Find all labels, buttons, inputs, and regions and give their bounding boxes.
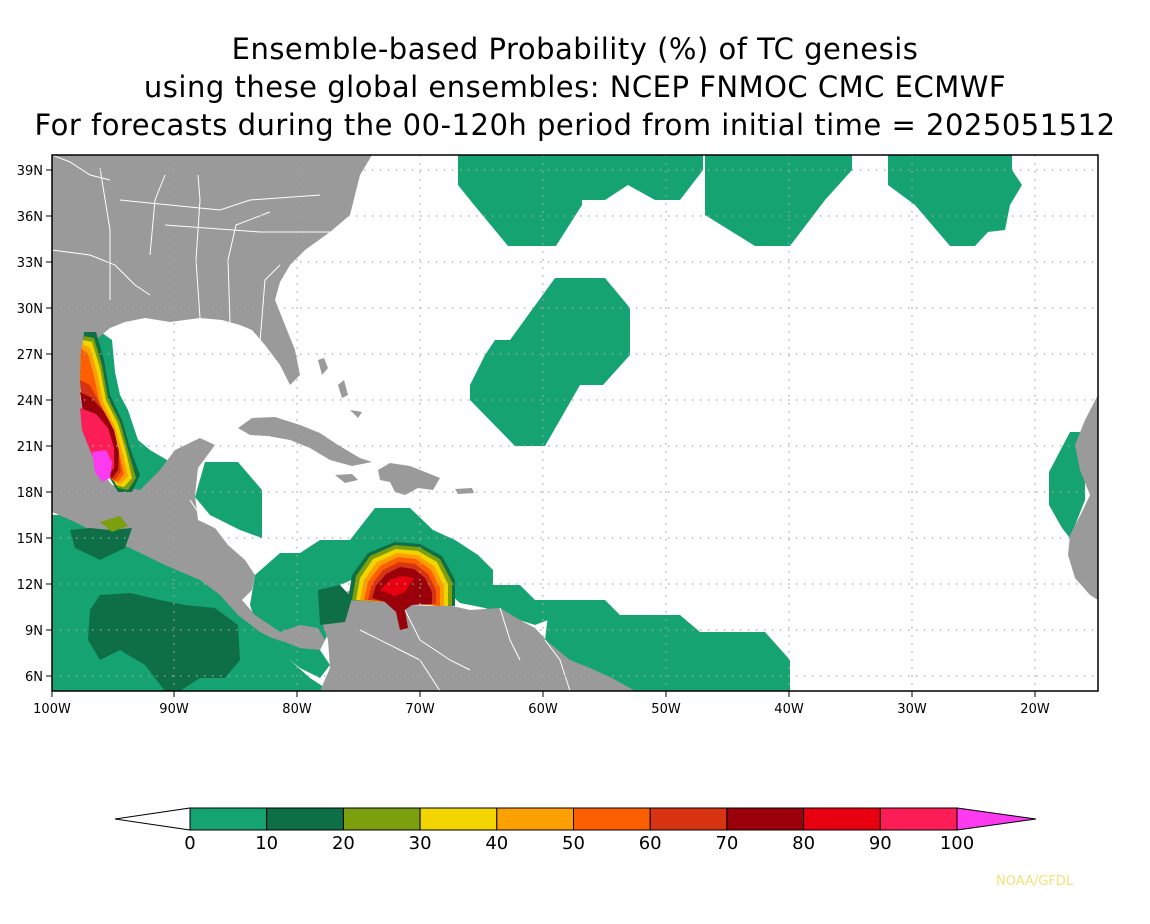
colorbar-swatch — [266, 807, 344, 831]
colorbar-swatch — [496, 807, 574, 831]
lat-label: 9N — [25, 624, 43, 639]
colorbar-swatch — [342, 807, 421, 831]
colorbar-swatch — [726, 807, 805, 831]
colorbar-label: 70 — [715, 833, 738, 854]
prob-fill-ne-atlantic-a — [458, 155, 703, 246]
colorbar-label: 0 — [184, 833, 195, 854]
lon-label: 90W — [159, 702, 189, 717]
lon-axis — [51, 691, 1036, 697]
africa-land — [1068, 395, 1098, 600]
lon-label: 80W — [282, 702, 312, 717]
prob-fill-gulf-honduras — [195, 462, 262, 538]
lat-label: 12N — [17, 578, 43, 593]
prob-fill-ne-atlantic-c — [888, 155, 1022, 246]
colorbar: 0 10 20 30 40 50 60 70 80 90 100 — [114, 807, 1037, 854]
colorbar-under-arrow — [114, 807, 191, 831]
prob-fill-ne-atlantic-b — [705, 155, 852, 246]
colorbar-swatch — [803, 807, 881, 831]
colorbar-label: 100 — [940, 833, 974, 854]
lat-label: 39N — [17, 164, 43, 179]
lon-label: 100W — [33, 702, 71, 717]
colorbar-label: 20 — [332, 833, 355, 854]
prob-fill-west-gulf-100 — [92, 450, 112, 482]
lat-label: 36N — [17, 210, 43, 225]
bahamas-land — [318, 358, 362, 418]
prob-fill-caribbean-10 — [318, 585, 352, 625]
prob-fill-tropical-atlantic — [545, 600, 790, 691]
title-line-1: Ensemble-based Probability (%) of TC gen… — [231, 32, 919, 66]
lon-label: 30W — [897, 702, 927, 717]
lat-label: 18N — [17, 486, 43, 501]
probability-high-fills — [70, 332, 455, 691]
colorbar-swatch — [189, 807, 268, 831]
prob-fill-venezuela-80 — [372, 567, 432, 630]
hispaniola-land — [378, 463, 440, 495]
colorbar-over-arrow — [956, 807, 1037, 831]
title-line-2: using these global ensembles: NCEP FNMOC… — [143, 70, 1007, 104]
lon-label: 40W — [774, 702, 804, 717]
colorbar-label: 30 — [409, 833, 432, 854]
prob-fill-venezuela-90 — [380, 576, 414, 596]
puerto-rico-land — [455, 488, 474, 494]
colorbar-label: 60 — [639, 833, 662, 854]
colorbar-label: 90 — [869, 833, 892, 854]
colorbar-swatch — [879, 807, 958, 831]
prob-fill-central-atlantic — [470, 278, 630, 446]
cuba-land — [238, 417, 372, 466]
colorbar-label: 80 — [792, 833, 815, 854]
prob-fill-pacific-10-b — [88, 593, 240, 691]
lon-label: 60W — [528, 702, 558, 717]
prob-fill-pacific-20 — [100, 516, 128, 532]
map-plot-area — [52, 155, 1098, 691]
prob-fill-pacific-10-a — [70, 528, 132, 560]
title-line-3: For forecasts during the 00-120h period … — [34, 108, 1116, 142]
colorbar-swatch — [649, 807, 728, 831]
jamaica-land — [335, 474, 358, 483]
prob-fill-east-atlantic — [1049, 432, 1085, 538]
colorbar-label: 10 — [255, 833, 278, 854]
credit-label: NOAA/GFDL — [996, 874, 1074, 889]
lat-label: 6N — [25, 670, 43, 685]
map-frame — [51, 154, 1099, 692]
colorbar-swatch — [573, 807, 651, 831]
lat-label: 30N — [17, 302, 43, 317]
lon-label: 20W — [1020, 702, 1050, 717]
lon-labels: 100W 90W 80W 70W 60W 50W 40W 30W 20W — [33, 702, 1050, 717]
lat-label: 33N — [17, 256, 43, 271]
lat-axis — [46, 169, 52, 677]
lat-label: 21N — [17, 440, 43, 455]
lat-label: 15N — [17, 532, 43, 547]
prob-fill-caribbean — [250, 508, 548, 678]
lat-label: 27N — [17, 348, 43, 363]
colorbar-label: 40 — [485, 833, 508, 854]
colorbar-swatch — [419, 807, 498, 831]
graticule — [52, 155, 1098, 691]
prob-fill-west-gulf-outer — [86, 330, 168, 500]
north-america-land — [52, 155, 372, 650]
lat-label: 24N — [17, 394, 43, 409]
lon-label: 70W — [405, 702, 435, 717]
lat-labels: 39N 36N 33N 30N 27N 24N 21N 18N 15N 12N … — [17, 164, 43, 685]
prob-fill-venezuela-system — [348, 542, 455, 630]
political-boundaries — [52, 155, 571, 691]
lon-label: 50W — [651, 702, 681, 717]
colorbar-label: 50 — [562, 833, 585, 854]
